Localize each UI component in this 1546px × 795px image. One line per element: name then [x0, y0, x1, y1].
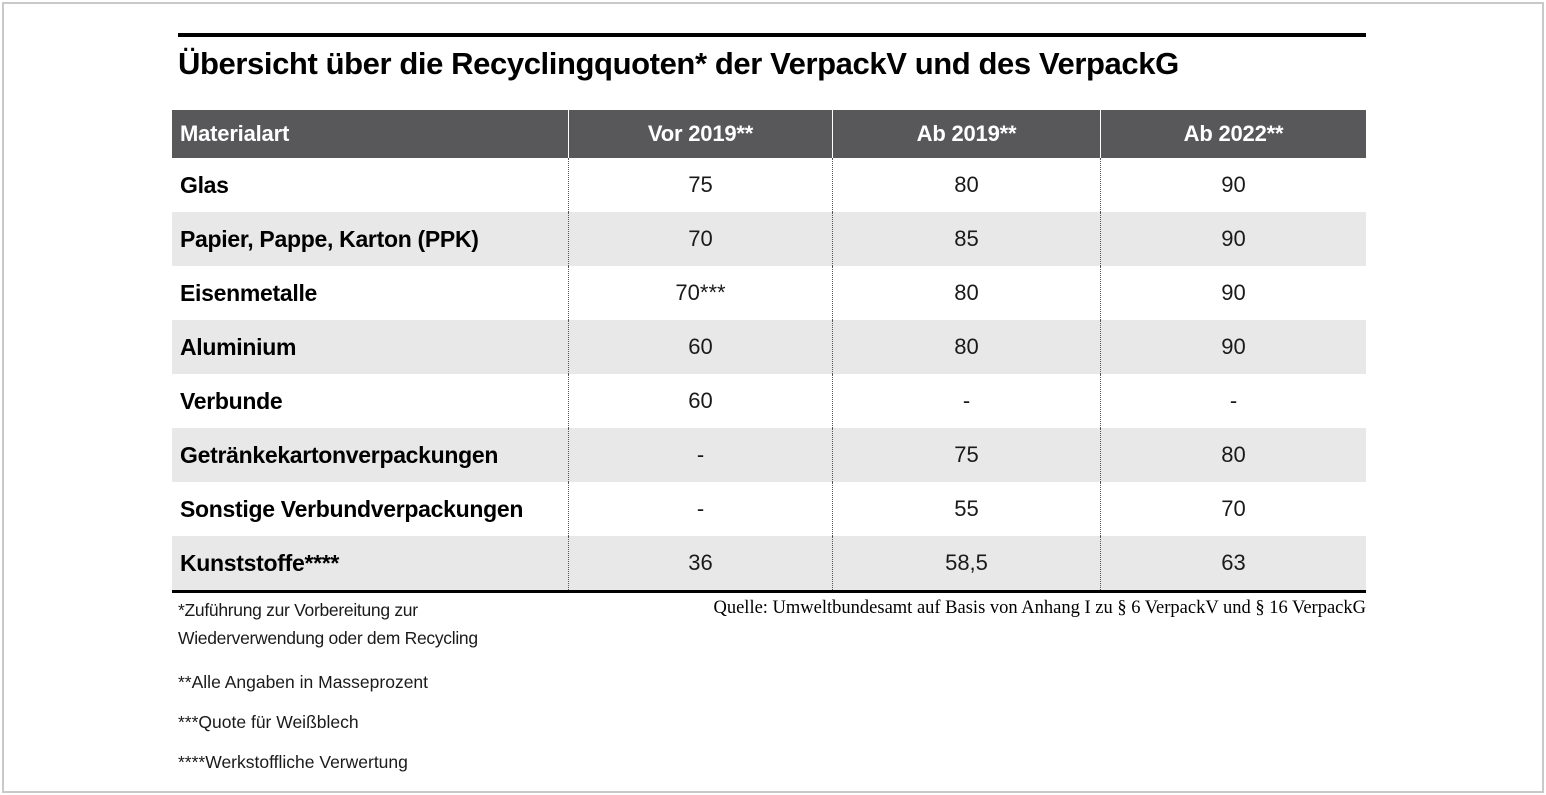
table-row-glas: Glas 75 80 90	[172, 158, 1366, 212]
table-row-getraenkekarton: Getränkekartonverpackungen - 75 80	[172, 428, 1366, 482]
material-cell: Aluminium	[180, 333, 297, 360]
material-cell: Kunststoffe****	[180, 549, 340, 576]
value-cell: 70	[1100, 482, 1366, 536]
value-cell: 75	[568, 158, 832, 212]
table-row-kunststoffe: Kunststoffe**** 36 58,5 63	[172, 536, 1366, 590]
page-title: Übersicht über die Recyclingquoten* der …	[178, 46, 1179, 81]
column-header-vor-2019: Vor 2019**	[568, 110, 832, 158]
material-cell: Papier, Pappe, Karton (PPK)	[180, 225, 479, 252]
material-cell: Eisenmetalle	[180, 279, 318, 306]
recycling-quota-table: Materialart Vor 2019** Ab 2019** Ab 2022…	[172, 110, 1366, 593]
value-cell: 55	[832, 482, 1100, 536]
value-cell: -	[832, 374, 1100, 428]
value-cell: -	[568, 428, 832, 482]
material-cell: Getränkekartonverpackungen	[180, 441, 499, 468]
value-cell: 70***	[568, 266, 832, 320]
material-cell: Sonstige Verbundverpackungen	[180, 495, 524, 522]
value-cell: -	[1100, 374, 1366, 428]
material-cell: Verbunde	[180, 387, 283, 414]
value-cell: 90	[1100, 212, 1366, 266]
title-rule	[178, 33, 1366, 37]
value-cell: 75	[832, 428, 1100, 482]
value-cell: 80	[832, 266, 1100, 320]
value-cell: 90	[1100, 266, 1366, 320]
material-cell: Glas	[180, 171, 229, 198]
value-cell: 70	[568, 212, 832, 266]
table-header-row: Materialart Vor 2019** Ab 2019** Ab 2022…	[172, 110, 1366, 158]
column-header-ab-2019: Ab 2019**	[832, 110, 1100, 158]
footnote-werkstoffliche-verwertung: ****Werkstoffliche Verwertung	[178, 752, 408, 772]
value-cell: 85	[832, 212, 1100, 266]
table-row-sonstige-verbund: Sonstige Verbundverpackungen - 55 70	[172, 482, 1366, 536]
value-cell: 63	[1100, 536, 1366, 590]
column-header-ab-2022: Ab 2022**	[1100, 110, 1366, 158]
value-cell: 58,5	[832, 536, 1100, 590]
value-cell: 80	[832, 320, 1100, 374]
table-row-aluminium: Aluminium 60 80 90	[172, 320, 1366, 374]
source-note: Quelle: Umweltbundesamt auf Basis von An…	[713, 598, 1366, 618]
footnote-masseprozent: **Alle Angaben in Masseprozent	[178, 672, 429, 692]
value-cell: 36	[568, 536, 832, 590]
value-cell: 60	[568, 374, 832, 428]
value-cell: 90	[1100, 158, 1366, 212]
value-cell: 90	[1100, 320, 1366, 374]
value-cell: 60	[568, 320, 832, 374]
footnote-zufuehrung: *Zuführung zur Vorbereitung zur Wiederve…	[178, 600, 478, 648]
table-row-verbunde: Verbunde 60 - -	[172, 374, 1366, 428]
table-row-eisenmetalle: Eisenmetalle 70*** 80 90	[172, 266, 1366, 320]
table-row-ppk: Papier, Pappe, Karton (PPK) 70 85 90	[172, 212, 1366, 266]
value-cell: -	[568, 482, 832, 536]
value-cell: 80	[1100, 428, 1366, 482]
footnote-weissblech: ***Quote für Weißblech	[178, 712, 359, 732]
value-cell: 80	[832, 158, 1100, 212]
column-header-materialart: Materialart	[180, 121, 290, 146]
table-body: Glas 75 80 90 Papier, Pappe, Karton (PPK…	[172, 158, 1366, 593]
